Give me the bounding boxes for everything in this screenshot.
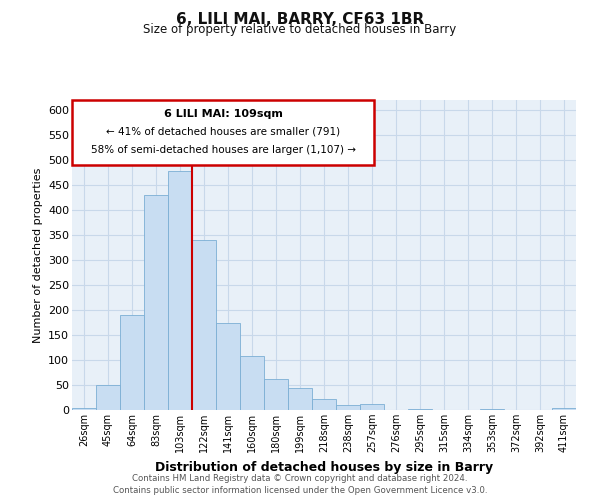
Bar xyxy=(240,356,264,410)
Bar xyxy=(264,379,288,410)
FancyBboxPatch shape xyxy=(72,100,374,165)
Bar xyxy=(168,171,192,410)
Text: Contains HM Land Registry data © Crown copyright and database right 2024.
Contai: Contains HM Land Registry data © Crown c… xyxy=(113,474,487,495)
Bar xyxy=(552,408,576,410)
Bar xyxy=(336,405,360,410)
Bar xyxy=(288,388,312,410)
Bar xyxy=(216,322,240,410)
X-axis label: Distribution of detached houses by size in Barry: Distribution of detached houses by size … xyxy=(155,460,493,473)
Bar xyxy=(72,408,96,410)
Bar xyxy=(96,385,120,410)
Text: 6 LILI MAI: 109sqm: 6 LILI MAI: 109sqm xyxy=(164,110,283,120)
Bar xyxy=(480,409,504,410)
Bar xyxy=(360,404,384,410)
Bar xyxy=(408,409,432,410)
Text: 6, LILI MAI, BARRY, CF63 1BR: 6, LILI MAI, BARRY, CF63 1BR xyxy=(176,12,424,28)
Bar xyxy=(144,195,168,410)
Bar xyxy=(120,315,144,410)
Text: ← 41% of detached houses are smaller (791): ← 41% of detached houses are smaller (79… xyxy=(106,126,340,136)
Y-axis label: Number of detached properties: Number of detached properties xyxy=(32,168,43,342)
Bar xyxy=(312,399,336,410)
Text: 58% of semi-detached houses are larger (1,107) →: 58% of semi-detached houses are larger (… xyxy=(91,145,356,155)
Text: Size of property relative to detached houses in Barry: Size of property relative to detached ho… xyxy=(143,22,457,36)
Bar xyxy=(192,240,216,410)
